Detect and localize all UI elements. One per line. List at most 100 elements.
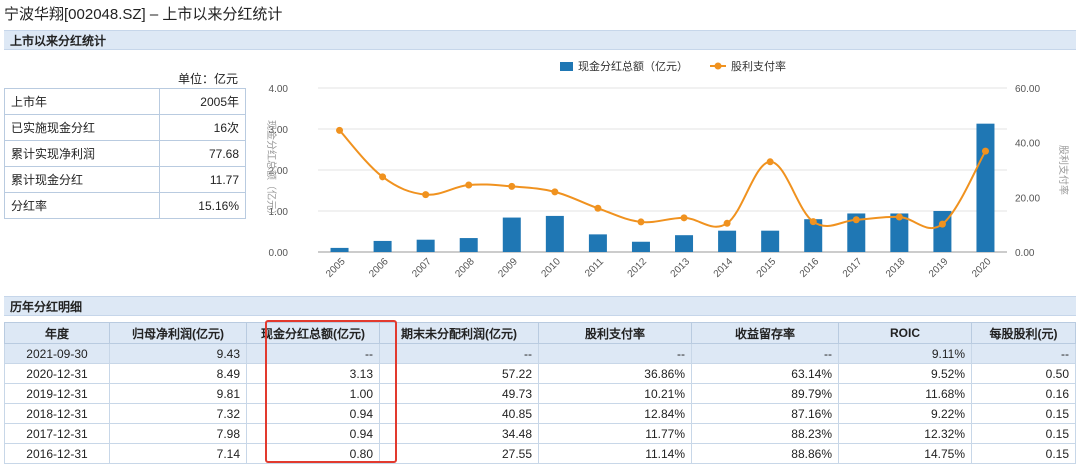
y-tick-label-left: 1.00 bbox=[269, 207, 289, 218]
table-cell: 0.50 bbox=[971, 363, 1076, 384]
point-payout-ratio bbox=[508, 182, 516, 190]
x-tick-label: 2008 bbox=[453, 256, 477, 280]
x-tick-label: 2014 bbox=[712, 256, 736, 280]
point-payout-ratio bbox=[809, 218, 817, 226]
point-payout-ratio bbox=[379, 173, 387, 181]
table-cell: 0.15 bbox=[971, 403, 1076, 424]
detail-header-row: 年度 归母净利润(亿元) 现金分红总额(亿元) 期末未分配利润(亿元) 股利支付… bbox=[4, 322, 1076, 344]
table-row[interactable]: 2021-09-30 9.43 -- -- -- -- 9.11% -- bbox=[4, 343, 1076, 364]
y-tick-label-right: 0.00 bbox=[1015, 248, 1035, 259]
col-header-year[interactable]: 年度 bbox=[4, 322, 110, 344]
summary-row: 上市年 2005年 bbox=[3, 88, 246, 115]
bar-cash-dividend bbox=[976, 123, 995, 252]
summary-value: 16次 bbox=[159, 114, 246, 141]
point-payout-ratio bbox=[895, 213, 903, 221]
point-payout-ratio bbox=[594, 204, 602, 212]
line-payout-ratio bbox=[338, 129, 987, 230]
bar-cash-dividend bbox=[588, 234, 607, 252]
bar-cash-dividend bbox=[502, 217, 521, 252]
y-tick-label-left: 0.00 bbox=[269, 248, 289, 259]
col-header-retention-ratio[interactable]: 收益留存率 bbox=[691, 322, 839, 344]
table-cell: 9.43 bbox=[109, 343, 247, 364]
bar-cash-dividend bbox=[545, 215, 564, 252]
table-cell: 1.00 bbox=[246, 383, 380, 404]
x-tick-label: 2012 bbox=[626, 256, 650, 280]
point-payout-ratio bbox=[422, 191, 430, 199]
table-cell: 11.77% bbox=[538, 423, 692, 444]
summary-label: 分红率 bbox=[3, 192, 161, 219]
summary-label: 累计现金分红 bbox=[3, 166, 161, 193]
table-cell: 9.22% bbox=[838, 403, 972, 424]
bar-cash-dividend bbox=[459, 238, 478, 252]
table-cell: 57.22 bbox=[379, 363, 539, 384]
table-cell: -- bbox=[691, 343, 839, 364]
bar-cash-dividend bbox=[804, 219, 823, 252]
y-axis-title-right: 股利支付率 bbox=[1057, 145, 1070, 195]
legend-label-line: 股利支付率 bbox=[731, 59, 786, 73]
y-tick-label-right: 20.00 bbox=[1015, 193, 1040, 204]
table-cell: 3.13 bbox=[246, 363, 380, 384]
point-payout-ratio bbox=[680, 214, 688, 222]
table-cell: 27.55 bbox=[379, 443, 539, 464]
table-row[interactable]: 2020-12-31 8.49 3.13 57.22 36.86% 63.14% 9.52%… bbox=[4, 363, 1076, 384]
table-cell: -- bbox=[246, 343, 380, 364]
x-tick-label: 2007 bbox=[410, 256, 434, 280]
point-payout-ratio bbox=[766, 158, 774, 166]
table-cell: 88.23% bbox=[691, 423, 839, 444]
section-header-detail: 历年分红明细 bbox=[4, 296, 1076, 316]
col-header-dps[interactable]: 每股股利(元) bbox=[971, 322, 1076, 344]
point-payout-ratio bbox=[637, 218, 645, 226]
y-tick-label-left: 2.00 bbox=[269, 166, 289, 177]
point-payout-ratio bbox=[852, 216, 860, 224]
table-row[interactable]: 2019-12-31 9.81 1.00 49.73 10.21% 89.79% 11.68… bbox=[4, 383, 1076, 404]
detail-table: 年度 归母净利润(亿元) 现金分红总额(亿元) 期末未分配利润(亿元) 股利支付… bbox=[4, 322, 1076, 464]
table-cell: 9.11% bbox=[838, 343, 972, 364]
table-cell: 9.52% bbox=[838, 363, 972, 384]
x-tick-label: 2017 bbox=[841, 256, 865, 280]
table-cell: 11.14% bbox=[538, 443, 692, 464]
x-tick-label: 2013 bbox=[669, 256, 693, 280]
summary-label: 上市年 bbox=[3, 88, 161, 115]
col-header-net-profit[interactable]: 归母净利润(亿元) bbox=[109, 322, 247, 344]
x-tick-label: 2018 bbox=[884, 256, 908, 280]
table-cell: 87.16% bbox=[691, 403, 839, 424]
x-tick-label: 2015 bbox=[755, 256, 779, 280]
legend-swatch-bar bbox=[560, 62, 573, 71]
legend-label-bar: 现金分红总额（亿元） bbox=[578, 59, 688, 73]
table-cell: 2018-12-31 bbox=[4, 403, 110, 424]
y-tick-label-right: 60.00 bbox=[1015, 84, 1040, 95]
table-cell: 0.15 bbox=[971, 423, 1076, 444]
x-tick-label: 2020 bbox=[970, 256, 994, 280]
table-cell: 10.21% bbox=[538, 383, 692, 404]
table-cell: 0.16 bbox=[971, 383, 1076, 404]
col-header-roic[interactable]: ROIC bbox=[838, 322, 972, 344]
table-cell: 12.32% bbox=[838, 423, 972, 444]
table-cell: 12.84% bbox=[538, 403, 692, 424]
bar-cash-dividend bbox=[675, 235, 694, 252]
x-tick-label: 2010 bbox=[539, 256, 563, 280]
table-cell: 11.68% bbox=[838, 383, 972, 404]
point-payout-ratio bbox=[938, 220, 946, 228]
bar-cash-dividend bbox=[631, 241, 650, 252]
bar-cash-dividend bbox=[373, 240, 392, 252]
col-header-payout-ratio[interactable]: 股利支付率 bbox=[538, 322, 692, 344]
col-header-cash-dividend[interactable]: 现金分红总额(亿元) bbox=[246, 322, 380, 344]
summary-value: 2005年 bbox=[159, 88, 246, 115]
table-cell: 14.75% bbox=[838, 443, 972, 464]
bar-cash-dividend bbox=[847, 213, 866, 252]
table-cell: 2020-12-31 bbox=[4, 363, 110, 384]
summary-row: 分红率 15.16% bbox=[3, 192, 246, 219]
table-cell: 63.14% bbox=[691, 363, 839, 384]
x-tick-label: 2009 bbox=[496, 256, 520, 280]
y-axis-title-left: 现金分红总额（亿元） bbox=[265, 120, 278, 220]
table-row[interactable]: 2017-12-31 7.98 0.94 34.48 11.77% 88.23% 12.32… bbox=[4, 423, 1076, 444]
point-payout-ratio bbox=[723, 219, 731, 227]
table-cell: 36.86% bbox=[538, 363, 692, 384]
bar-cash-dividend bbox=[890, 213, 909, 252]
point-payout-ratio bbox=[981, 147, 989, 155]
x-tick-label: 2019 bbox=[927, 256, 951, 280]
col-header-retained-profit[interactable]: 期末未分配利润(亿元) bbox=[379, 322, 539, 344]
table-row[interactable]: 2018-12-31 7.32 0.94 40.85 12.84% 87.16% 9.22%… bbox=[4, 403, 1076, 424]
table-row[interactable]: 2016-12-31 7.14 0.80 27.55 11.14% 88.86% 14.75… bbox=[4, 443, 1076, 464]
summary-label: 已实施现金分红 bbox=[3, 114, 161, 141]
